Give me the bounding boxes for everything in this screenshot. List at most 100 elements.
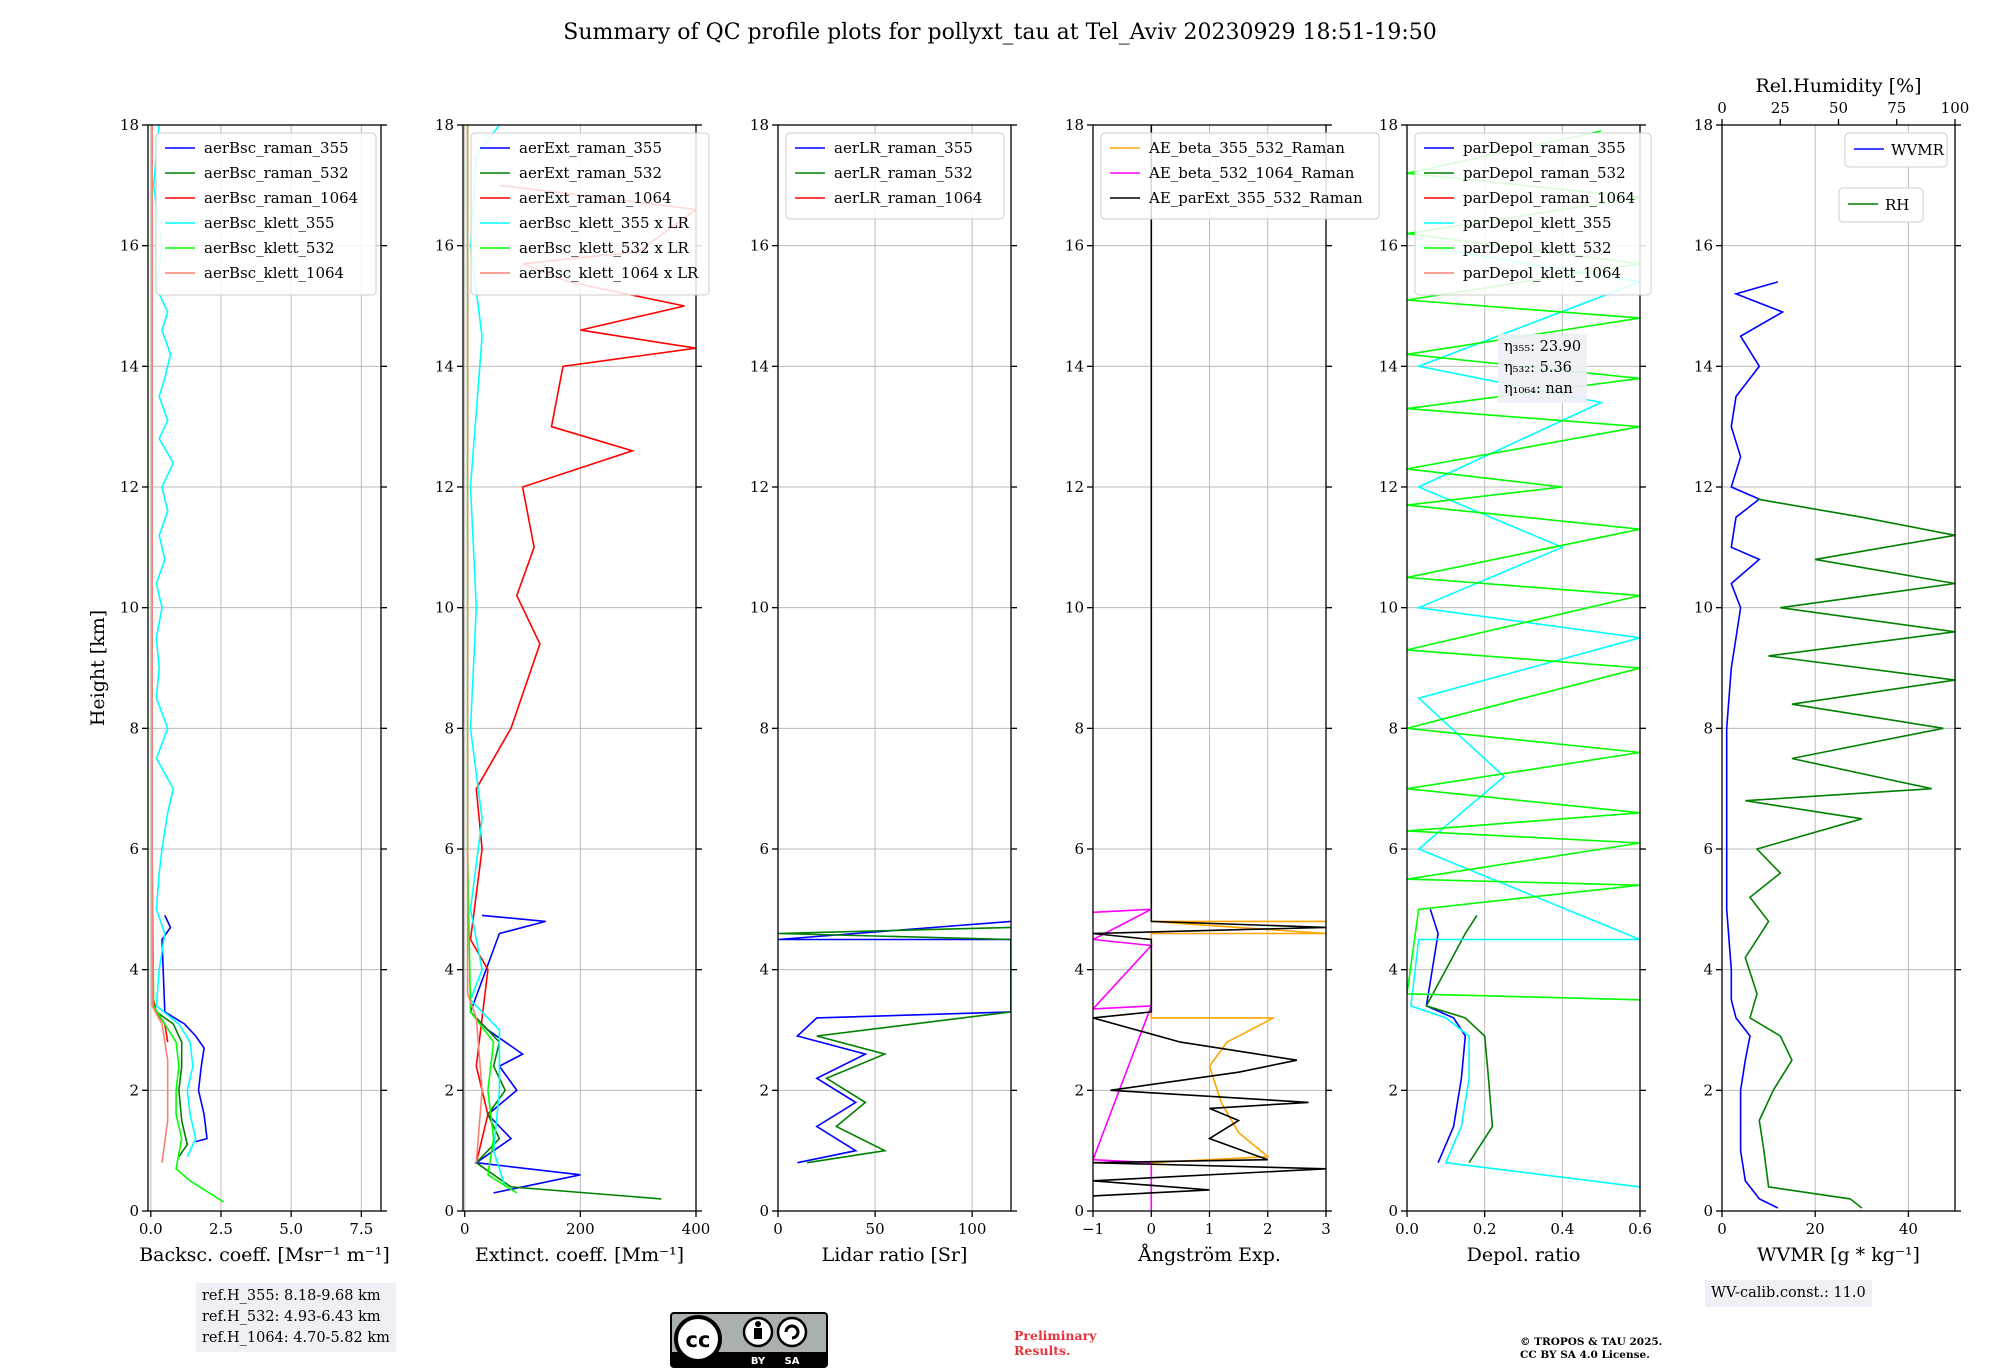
series-line-aerExt_raman_1064 [469, 184, 696, 1163]
y-tick-label: 8 [444, 719, 454, 737]
legend-box [785, 132, 1005, 220]
legend-box-rh [1838, 187, 1924, 223]
legend: aerExt_raman_355 aerExt_raman_532 aerExt_r… [470, 132, 710, 296]
series-line-aerBsc_raman_532 [155, 1011, 189, 1158]
x-tick-label: 0 [1146, 1220, 1156, 1238]
y-tick-label: 14 [120, 357, 139, 375]
y-tick-label: 2 [1703, 1081, 1713, 1099]
axes-frame [777, 124, 1012, 1212]
x-tick-label: 40 [1899, 1220, 1918, 1238]
y-tick-label: 8 [129, 719, 139, 737]
legend-label: aerExt_raman_1064 [519, 189, 672, 207]
legend-box-wvmr [1844, 132, 1948, 168]
x-tick-label: 100 [958, 1220, 987, 1238]
legend-label: aerBsc_klett_355 [204, 214, 335, 232]
y-tick-label: 4 [444, 961, 454, 979]
x-tick-label: 400 [682, 1220, 711, 1238]
series-line-AE_beta_532_1064_Raman [1093, 908, 1153, 1211]
series-group [1725, 281, 1955, 1209]
series-line-parDepol_klett_355 [1410, 244, 1640, 1188]
y-tick-label: 0 [1074, 1202, 1084, 1220]
x-tick-label: 20 [1806, 1220, 1825, 1238]
y-tick-label: 4 [759, 961, 769, 979]
eta-355: η₃₅₅: 23.90 [1504, 339, 1582, 355]
y-tick-label: 2 [129, 1081, 139, 1099]
x-tick-label: 2.5 [209, 1220, 233, 1238]
y-tick-label: 6 [759, 840, 769, 858]
legend-label: parDepol_raman_1064 [1463, 189, 1635, 207]
x-axis-label: WVMR [g * kg⁻¹] [1757, 1244, 1920, 1266]
y-tick-label: 18 [435, 116, 454, 134]
ref-height-355: ref.H_355: 8.18-9.68 km [202, 1288, 381, 1304]
y-tick-label: 16 [1694, 237, 1713, 255]
y-tick-label: 6 [1074, 840, 1084, 858]
y-tick-label: 8 [1703, 719, 1713, 737]
legend-label: aerBsc_klett_1064 [204, 264, 344, 282]
legend-label: aerBsc_raman_1064 [204, 189, 358, 207]
y-tick-label: 10 [1694, 599, 1713, 617]
x2-tick-label: 0 [1717, 99, 1727, 117]
y-tick-label: 4 [129, 961, 139, 979]
y-tick-label: 2 [1388, 1081, 1398, 1099]
y-tick-label: 12 [1379, 478, 1398, 496]
legend: AE_beta_355_532_Raman AE_beta_532_1064_Ra… [1100, 132, 1380, 220]
preliminary-note: Preliminary Results. [1014, 1328, 1096, 1358]
series-group [1093, 125, 1326, 1211]
legend-label: aerLR_raman_532 [834, 164, 973, 182]
x-tick-label: 0.6 [1628, 1220, 1652, 1238]
y-tick-label: 18 [1694, 116, 1713, 134]
x-tick-label: 50 [866, 1220, 885, 1238]
legend-label: aerExt_raman_532 [519, 164, 662, 182]
cc-by-label: BY [751, 1356, 766, 1367]
legend-box [155, 132, 377, 296]
legend-label: parDepol_klett_1064 [1463, 264, 1621, 282]
series-line-aerBsc_raman_355 [161, 915, 208, 1143]
x-tick-label: 200 [566, 1220, 595, 1238]
legend-label: aerBsc_klett_532 [204, 239, 335, 257]
eta-box: η₃₅₅: 23.90 η₅₃₂: 5.36 η₁₀₆₄: nan [1498, 334, 1588, 403]
y-tick-label: 10 [435, 599, 454, 617]
y-tick-label: 8 [759, 719, 769, 737]
x2-axis-label: Rel.Humidity [%] [1755, 75, 1921, 97]
y-tick-label: 0 [444, 1202, 454, 1220]
y-tick-label: 18 [1379, 116, 1398, 134]
x-axis-label: Backsc. coeff. [Msr⁻¹ m⁻¹] [139, 1244, 390, 1266]
y-tick-label: 2 [444, 1081, 454, 1099]
series-line-WVMR [1725, 281, 1785, 1209]
legend-label: parDepol_raman_355 [1463, 139, 1626, 157]
panel-depol: 0 2 4 6 8 10 12 14 16 18 0.0 0.2 0.4 0.6 Depol. ratio p… [1379, 116, 1652, 1266]
legend-box [1100, 132, 1380, 220]
legend-label: aerBsc_raman_532 [204, 164, 349, 182]
y-tick-label: 14 [1065, 357, 1084, 375]
y-tick-label: 16 [120, 237, 139, 255]
y-tick-label: 10 [1379, 599, 1398, 617]
y-tick-label: 4 [1074, 961, 1084, 979]
x-axis-label: Ångström Exp. [1137, 1244, 1281, 1266]
eta-1064: η₁₀₆₄: nan [1504, 381, 1573, 397]
x-tick-label: 2 [1263, 1220, 1273, 1238]
y-tick-label: 12 [1694, 478, 1713, 496]
legend-label: parDepol_klett_355 [1463, 214, 1612, 232]
series-line-aerBsc_klett_355 [152, 125, 197, 1158]
legend-label: aerBsc_klett_1064 x LR [519, 264, 699, 282]
legend-box [1414, 132, 1652, 296]
cc-sa-label: SA [785, 1356, 800, 1367]
copyright-note: © TROPOS & TAU 2025. CC BY SA 4.0 License… [1520, 1336, 1662, 1362]
series-group [151, 125, 225, 1203]
y-tick-label: 0 [1703, 1202, 1713, 1220]
ref-heights-box: ref.H_355: 8.18-9.68 km ref.H_532: 4.93-6… [196, 1283, 396, 1352]
x-axis-label: Extinct. coeff. [Mm⁻¹] [475, 1244, 684, 1266]
x-axis-label: Depol. ratio [1467, 1244, 1581, 1266]
y-tick-label: 0 [129, 1202, 139, 1220]
legend: aerBsc_raman_355 aerBsc_raman_532 aerBsc_r… [155, 132, 377, 296]
y-tick-label: 4 [1703, 961, 1713, 979]
panel-ext: 0 2 4 6 8 10 12 14 16 18 0 200 400 Extinct. coeff. [M… [435, 116, 710, 1266]
x-tick-label: 0.2 [1473, 1220, 1497, 1238]
y-tick-label: 2 [1074, 1081, 1084, 1099]
series-line-parDepol_raman_532 [1425, 914, 1494, 1164]
legend-label: aerBsc_klett_355 x LR [519, 214, 690, 232]
y-tick-label: 6 [1388, 840, 1398, 858]
